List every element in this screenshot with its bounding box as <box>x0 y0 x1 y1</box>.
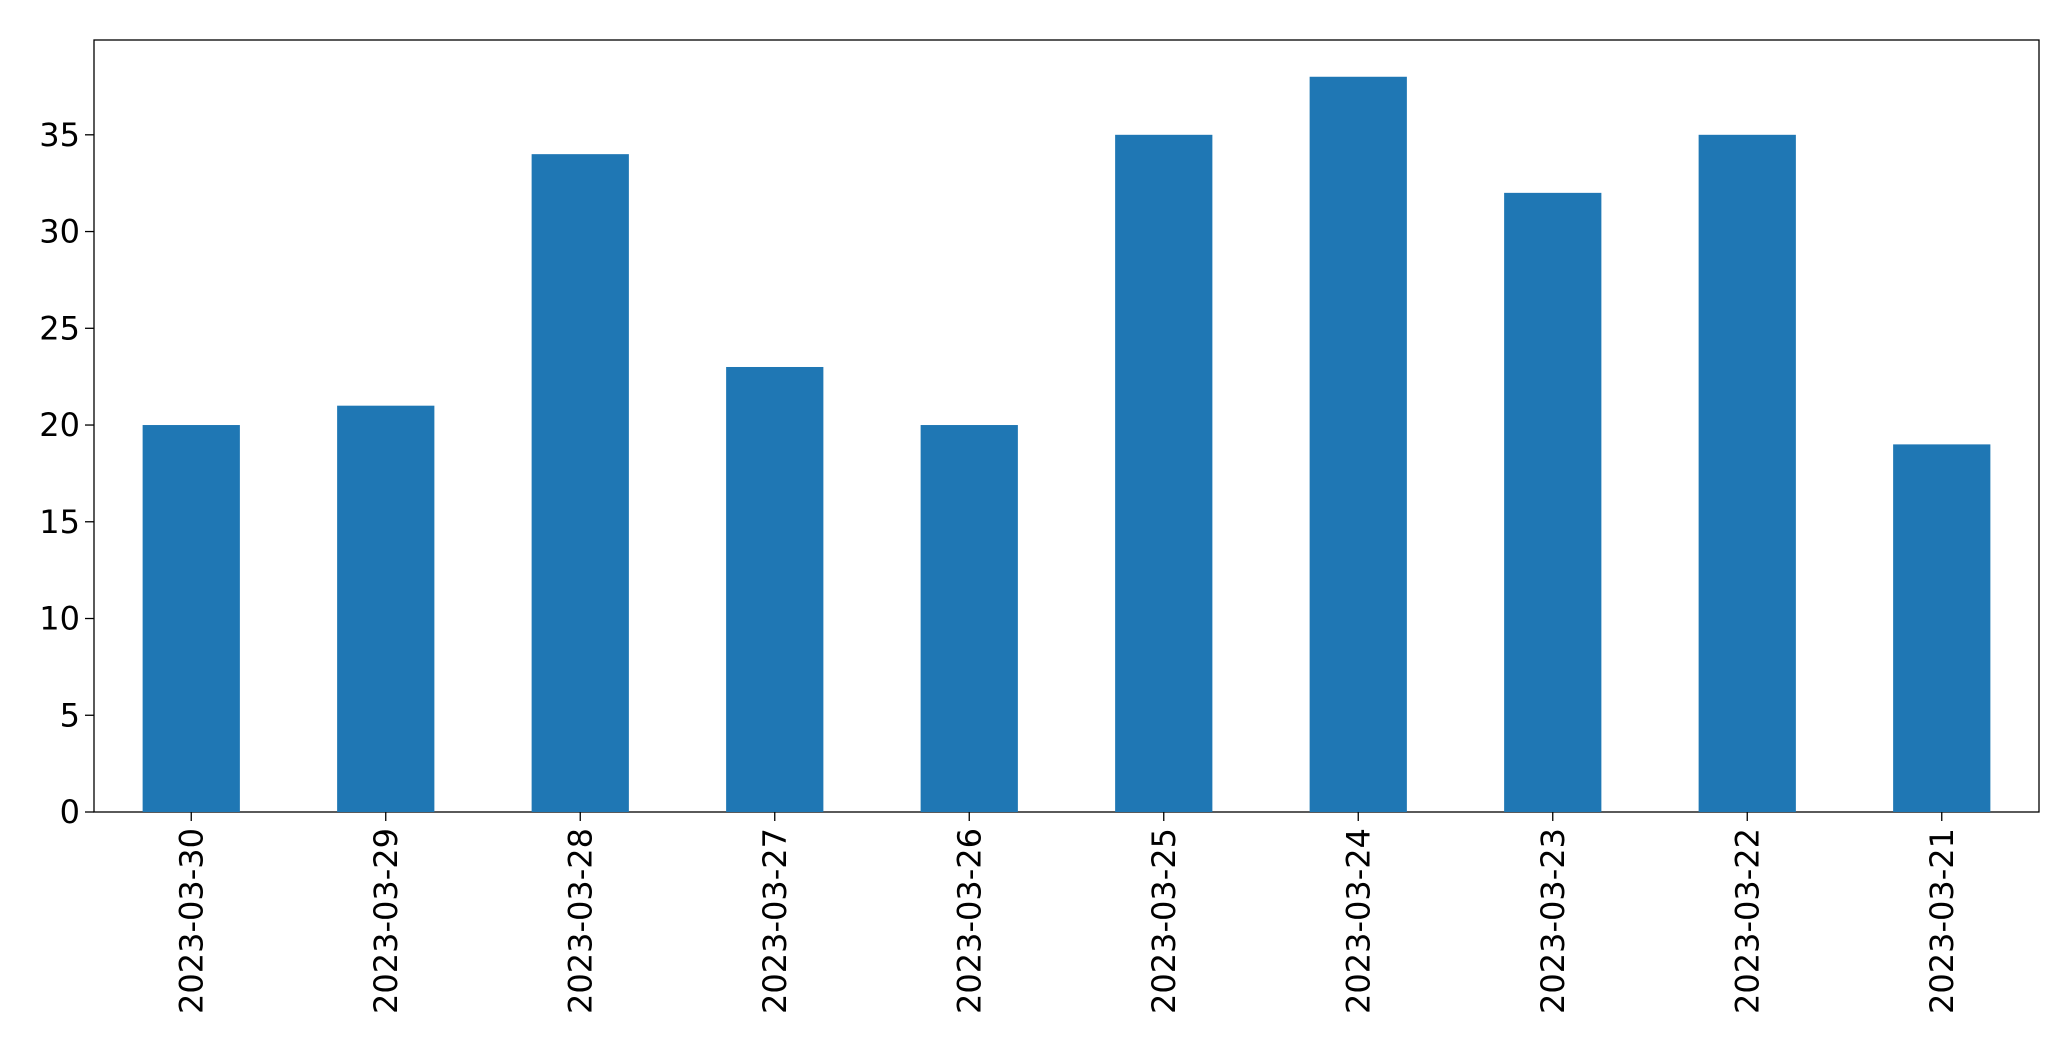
y-tick-label: 20 <box>39 406 80 444</box>
x-tick-label: 2023-03-29 <box>367 828 405 1014</box>
bar <box>1309 76 1407 812</box>
x-tick-label: 2023-03-22 <box>1728 828 1766 1014</box>
y-tick-label: 30 <box>39 213 80 251</box>
bar <box>337 405 435 812</box>
y-tick-label: 10 <box>39 600 80 638</box>
x-tick-label: 2023-03-26 <box>950 828 988 1014</box>
bar <box>1115 134 1213 813</box>
bar <box>1698 134 1796 813</box>
bar <box>1893 444 1991 812</box>
x-tick-label: 2023-03-21 <box>1923 828 1961 1014</box>
x-tick-label: 2023-03-23 <box>1534 828 1572 1014</box>
x-tick-label: 2023-03-25 <box>1145 828 1183 1014</box>
bar <box>920 425 1018 812</box>
y-tick-label: 35 <box>39 116 80 154</box>
plot-frame <box>93 39 2040 813</box>
bar <box>726 366 824 812</box>
bar <box>142 425 240 812</box>
x-tick-label: 2023-03-27 <box>756 828 794 1014</box>
y-tick-label: 0 <box>60 793 80 831</box>
y-tick-label: 25 <box>39 309 80 347</box>
y-tick-label: 15 <box>39 503 80 541</box>
bar <box>1504 192 1602 813</box>
bar <box>531 154 629 812</box>
y-tick-label: 5 <box>60 696 80 734</box>
x-tick-label: 2023-03-28 <box>561 828 599 1014</box>
x-tick-label: 2023-03-30 <box>172 828 210 1014</box>
x-tick-label: 2023-03-24 <box>1339 828 1377 1014</box>
